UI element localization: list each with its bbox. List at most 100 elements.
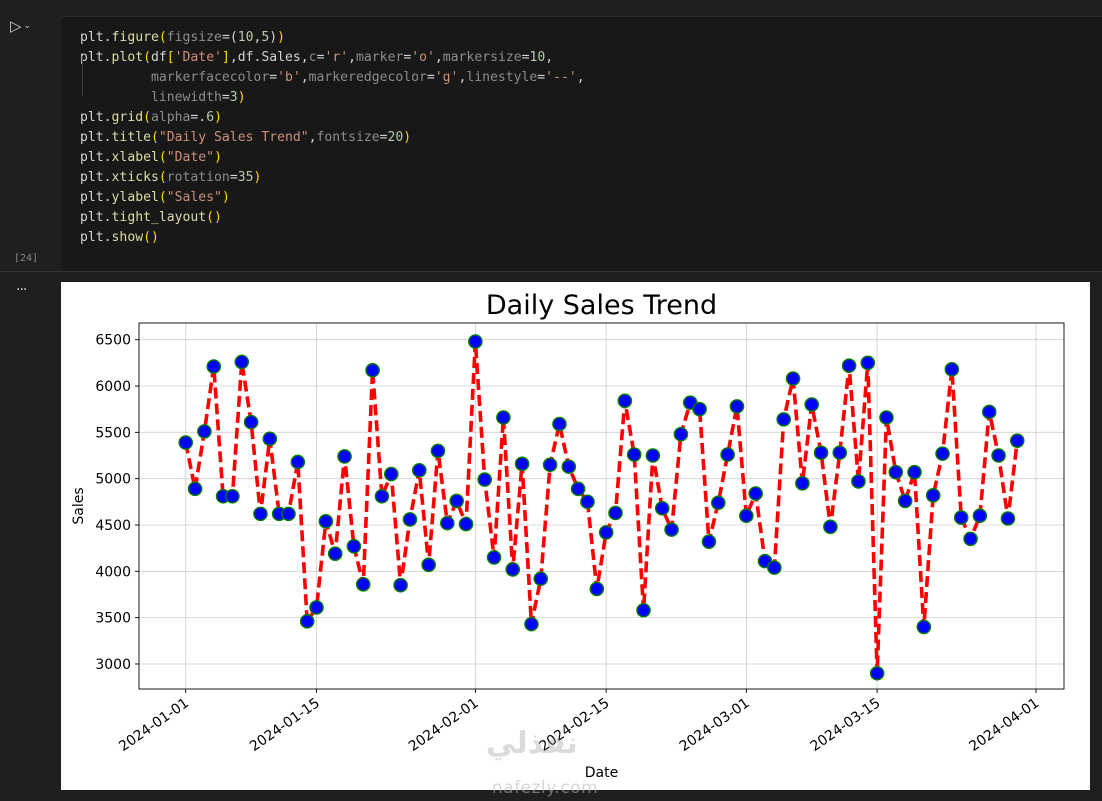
sales-point bbox=[589, 581, 605, 597]
code-token: grid bbox=[111, 110, 144, 125]
code-token: ( bbox=[143, 110, 151, 125]
code-token: plt. bbox=[80, 170, 112, 185]
code-token: =. bbox=[190, 110, 207, 125]
sales-point bbox=[225, 488, 240, 504]
code-token: = bbox=[403, 50, 412, 65]
code-token: '--' bbox=[545, 70, 577, 85]
y-tick-label: 4500 bbox=[95, 518, 131, 534]
code-token: = bbox=[229, 170, 238, 185]
sales-point bbox=[309, 600, 324, 615]
sales-point bbox=[496, 410, 511, 425]
code-token: ) bbox=[253, 170, 262, 185]
code-token: = bbox=[316, 50, 325, 65]
sales-point bbox=[636, 602, 651, 618]
code-line: plt.xlabel("Date") bbox=[80, 148, 585, 168]
code-token: 10 bbox=[237, 30, 254, 45]
sales-point bbox=[561, 459, 577, 474]
code-block[interactable]: plt.figure(figsize=(10,5)) plt.plot(df['D… bbox=[80, 28, 585, 248]
x-tick-label: 2024-01-15 bbox=[247, 695, 323, 755]
code-token bbox=[80, 70, 151, 85]
code-token: , bbox=[253, 30, 262, 45]
sales-point bbox=[197, 424, 212, 439]
code-token: , bbox=[348, 50, 357, 65]
code-token: ( bbox=[150, 130, 159, 145]
sales-point bbox=[552, 416, 567, 432]
code-token: 'g' bbox=[434, 70, 459, 85]
sales-point bbox=[337, 449, 352, 464]
code-token: 'o' bbox=[411, 50, 435, 65]
code-token: , bbox=[300, 70, 309, 85]
code-line: plt.figure(figsize=(10,5)) bbox=[80, 28, 585, 48]
code-token: = bbox=[221, 90, 230, 105]
code-token: ) bbox=[214, 150, 222, 165]
sales-point bbox=[804, 397, 820, 412]
play-icon[interactable]: ▷ bbox=[10, 17, 22, 35]
sales-point bbox=[505, 562, 521, 577]
sales-point bbox=[944, 362, 960, 377]
sales-point bbox=[365, 362, 380, 378]
code-token: [ bbox=[166, 50, 175, 65]
cell-divider bbox=[0, 271, 1102, 272]
code-token: c bbox=[308, 50, 317, 65]
sales-point bbox=[570, 481, 586, 497]
y-tick-label: 6500 bbox=[95, 333, 131, 349]
sales-point bbox=[860, 355, 876, 371]
code-token: plot bbox=[111, 50, 144, 65]
sales-point bbox=[701, 534, 717, 549]
code-editor[interactable]: plt.figure(figsize=(10,5)) plt.plot(df['D… bbox=[62, 16, 1102, 272]
code-token: plt. bbox=[80, 110, 112, 125]
sales-line-chart: 3000 3500 4000 4500 5000 5500 6000 6500 2024-01-… bbox=[71, 290, 1065, 781]
code-token: ,df.Sales, bbox=[229, 50, 309, 65]
code-token: linewidth bbox=[150, 90, 222, 105]
code-token: = bbox=[521, 50, 530, 65]
code-token: marker bbox=[356, 50, 404, 65]
code-token: markeredgecolor bbox=[308, 70, 427, 85]
sales-point bbox=[795, 475, 810, 491]
sales-point bbox=[514, 456, 530, 472]
sales-point bbox=[402, 512, 418, 527]
code-token: ( bbox=[158, 170, 167, 185]
y-tick-label: 5500 bbox=[95, 425, 131, 441]
sales-point bbox=[832, 445, 848, 461]
sales-point bbox=[262, 431, 278, 447]
sales-point bbox=[412, 463, 427, 478]
code-token: =( bbox=[221, 30, 238, 45]
sales-point bbox=[991, 448, 1006, 463]
code-token: title bbox=[111, 130, 151, 145]
code-token: xlabel bbox=[111, 150, 159, 165]
code-token: ( bbox=[158, 30, 167, 45]
sales-point bbox=[785, 371, 801, 386]
x-tick-label: 2024-04-01 bbox=[966, 695, 1042, 755]
code-token: () bbox=[143, 230, 159, 245]
sales-point bbox=[654, 501, 670, 516]
code-token: plt. bbox=[80, 210, 112, 225]
sales-point bbox=[327, 546, 343, 562]
code-token: 10 bbox=[529, 50, 546, 65]
execution-count: [24] bbox=[14, 253, 39, 264]
sales-point bbox=[206, 359, 222, 374]
code-line: plt.title("Daily Sales Trend",fontsize=2… bbox=[80, 128, 585, 148]
sales-point bbox=[879, 410, 894, 425]
sales-point bbox=[1000, 511, 1016, 526]
code-token: ( bbox=[143, 50, 151, 65]
code-token: "Daily Sales Trend" bbox=[158, 130, 309, 145]
code-line: markerfacecolor='b',markeredgecolor='g',… bbox=[80, 68, 585, 88]
y-tick-label: 6000 bbox=[95, 379, 131, 395]
code-token: figsize bbox=[166, 30, 222, 45]
y-tick-label: 5000 bbox=[95, 472, 131, 488]
code-token: 'Date' bbox=[174, 50, 222, 65]
code-token: linestyle bbox=[466, 70, 538, 85]
sales-point bbox=[281, 506, 296, 522]
run-cell-button[interactable]: ▷ ⌄ bbox=[10, 15, 44, 37]
chevron-down-icon[interactable]: ⌄ bbox=[23, 21, 32, 31]
y-tick-label: 4000 bbox=[95, 564, 131, 580]
sales-point bbox=[916, 619, 932, 635]
code-token: plt. bbox=[80, 50, 112, 65]
code-token: 5 bbox=[261, 30, 270, 45]
sales-point bbox=[253, 506, 268, 522]
sales-point bbox=[318, 513, 334, 529]
code-token: () bbox=[206, 210, 222, 225]
sales-point bbox=[290, 454, 306, 470]
sales-point bbox=[935, 446, 950, 461]
output-menu-icon[interactable]: ... bbox=[16, 278, 27, 294]
